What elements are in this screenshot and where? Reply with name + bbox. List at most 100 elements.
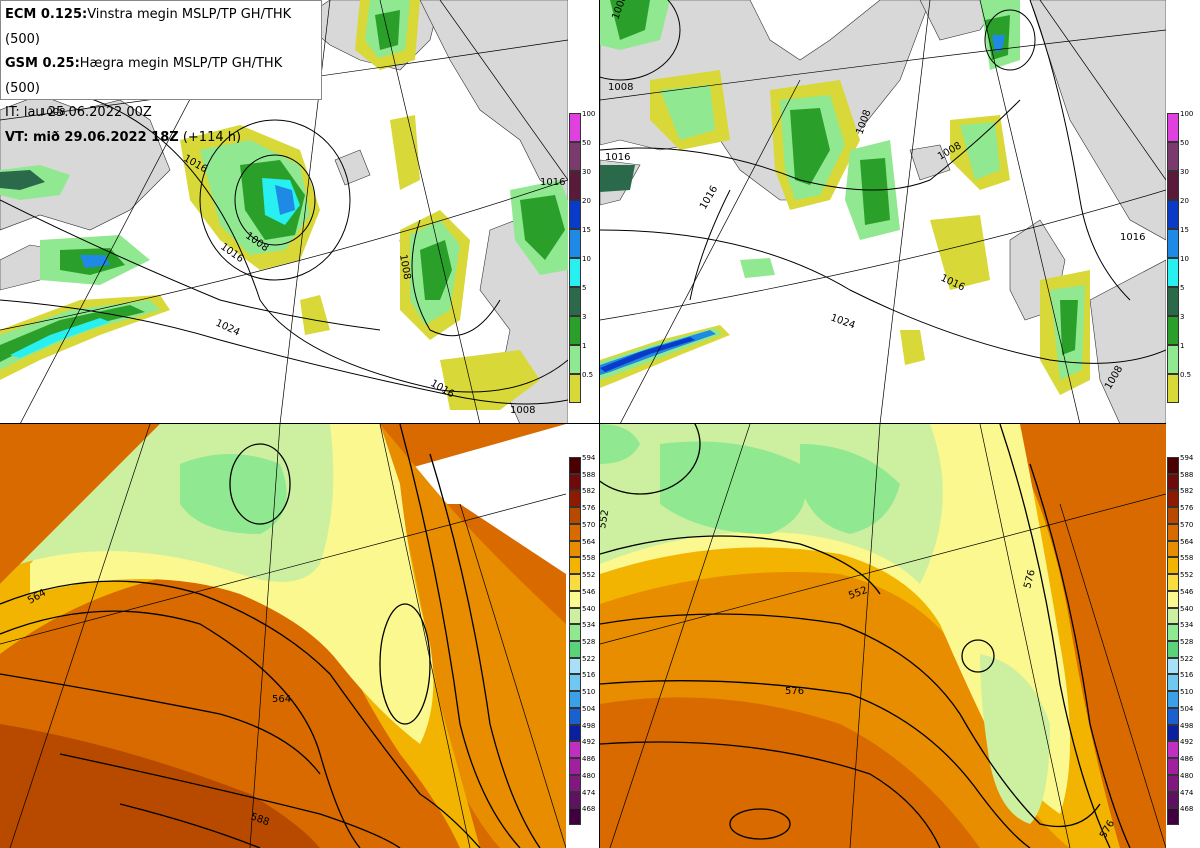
height-legend-swatch [1167, 707, 1179, 725]
height-legend-tick-label: 594 [582, 454, 596, 462]
height-legend-tick-label: 534 [1180, 621, 1194, 630]
height-contour-label: 576 [1022, 568, 1038, 589]
precip-legend-tick-label: 1 [1180, 342, 1185, 350]
height-legend-tick-label: 516 [582, 671, 596, 680]
precip-legend-tick-label: 3 [1180, 313, 1185, 321]
isobar-label: 1024 [829, 312, 857, 331]
height-legend-swatch [569, 473, 581, 491]
model-gsm-desc: Hægra megin MSLP/TP GH/THK (500) [5, 56, 283, 96]
height-legend-swatch [1167, 473, 1179, 491]
height-legend-tick-label: 528 [582, 638, 596, 646]
forecast-hour: (+114 h) [182, 129, 242, 145]
precip-legend-swatch [569, 287, 581, 316]
precip-legend-tick-label: 0.5 [1180, 371, 1192, 379]
precip-legend-tick-label: 50 [1180, 139, 1189, 147]
height-legend-tick-label: 468 [582, 805, 596, 814]
height-legend-swatch [1167, 540, 1179, 558]
height-legend-swatch [569, 540, 581, 558]
precip-legend-swatch [1167, 374, 1179, 403]
height-legend-tick-label: 516 [1180, 671, 1194, 680]
precip-colorbar-right: 100 50 30 20 15 10 5 3 1 0.5 [1167, 110, 1200, 403]
model-ecm-desc: Vinstra megin MSLP/TP GH/THK (500) [5, 7, 292, 47]
isobar-label: 1024 [214, 318, 242, 339]
isobar-label: 1008 [510, 405, 535, 416]
ecm-500-height-map: 564 564 588 [0, 424, 566, 848]
precip-legend-swatch [1167, 200, 1179, 229]
height-legend-tick-label: 510 [1180, 688, 1194, 697]
height-legend-tick-label: 546 [582, 587, 596, 596]
gsm-500-height-map: 552 552 576 576 576 [600, 424, 1166, 848]
height-legend-swatch [569, 507, 581, 524]
height-legend-tick-label: 486 [582, 755, 596, 764]
height-legend-swatch [1167, 791, 1179, 809]
height-legend-tick-label: 522 [582, 654, 596, 663]
precip-legend-tick-label: 30 [1180, 168, 1189, 176]
precip-legend-tick-label: 5 [582, 284, 587, 292]
precip-legend-swatch [1167, 171, 1179, 200]
precip-legend-tick-label: 20 [1180, 197, 1189, 205]
precip-legend-tick-label: 100 [1180, 110, 1194, 118]
model-ecm-label: ECM 0.125: [5, 7, 88, 22]
precip-legend-tick-label: 30 [582, 168, 591, 176]
precip-legend-tick-label: 1 [582, 342, 587, 350]
height-colorbar-left: 594 588 582 576 570 564 558 552 546 540 534 528 522 5… [569, 454, 603, 825]
height-legend-tick-label: 558 [1180, 554, 1194, 563]
height-legend-tick-label: 564 [1180, 537, 1194, 546]
precip-legend-swatch [1167, 316, 1179, 345]
precip-legend-swatch [569, 171, 581, 200]
height-legend-swatch [1167, 691, 1179, 708]
isobar-label: 1008 [397, 254, 412, 281]
height-legend-swatch [1167, 674, 1179, 692]
precip-legend-tick-label: 0.5 [582, 371, 594, 379]
isobar-label: 1016 [605, 152, 630, 163]
height-contour-label: 552 [600, 509, 611, 530]
height-legend-swatch [569, 607, 581, 625]
precip-legend-tick-label: 50 [582, 139, 591, 147]
panel-divider [0, 423, 1166, 424]
precip-legend-tick-label: 100 [582, 110, 596, 118]
precip-legend-swatch [1167, 345, 1179, 374]
height-legend-swatch [1167, 641, 1179, 658]
height-legend-swatch [569, 657, 581, 675]
height-legend-swatch [569, 490, 581, 508]
precip-legend-swatch [1167, 142, 1179, 171]
height-legend-swatch [1167, 523, 1179, 541]
height-legend-swatch [569, 641, 581, 658]
precip-legend-swatch [569, 229, 581, 258]
height-legend-tick-label: 576 [582, 504, 596, 513]
height-legend-swatch [569, 674, 581, 692]
height-legend-tick-label: 588 [1180, 470, 1194, 479]
height-legend-swatch [1167, 741, 1179, 759]
height-legend-tick-label: 468 [1180, 805, 1194, 814]
precip-legend-tick-label: 3 [582, 313, 587, 321]
height-legend-tick-label: 546 [1180, 587, 1194, 596]
height-legend-swatch [569, 557, 581, 575]
precip-legend-tick-label: 10 [582, 255, 591, 263]
height-legend-tick-label: 570 [582, 520, 596, 529]
height-legend-swatch [1167, 590, 1179, 608]
precip-legend-tick-label: 15 [582, 226, 591, 234]
height-legend-tick-label: 540 [1180, 604, 1194, 613]
height-legend-swatch [1167, 808, 1179, 825]
precip-legend-tick-label: 5 [1180, 284, 1185, 292]
height-legend-tick-label: 522 [1180, 654, 1194, 663]
precip-legend-swatch [1167, 287, 1179, 316]
panel-divider [599, 0, 600, 848]
precip-legend-swatch [569, 374, 581, 403]
height-legend-swatch [1167, 724, 1179, 742]
height-contour-label: 576 [785, 686, 804, 697]
height-legend-tick-label: 498 [1180, 721, 1194, 730]
height-legend-tick-label: 540 [582, 604, 596, 613]
height-legend-swatch [569, 457, 581, 474]
height-legend-tick-label: 528 [1180, 638, 1194, 646]
height-legend-tick-label: 498 [582, 721, 596, 730]
height-legend-swatch [569, 741, 581, 759]
height-contour-label: 564 [272, 694, 291, 705]
precip-legend-swatch [569, 345, 581, 374]
info-box: ECM 0.125:Vinstra megin MSLP/TP GH/THK (… [0, 0, 322, 145]
height-legend-swatch [1167, 574, 1179, 591]
height-legend-swatch [569, 590, 581, 608]
height-legend-tick-label: 552 [582, 571, 596, 580]
height-legend-swatch [1167, 457, 1179, 474]
height-legend-tick-label: 510 [582, 688, 596, 697]
